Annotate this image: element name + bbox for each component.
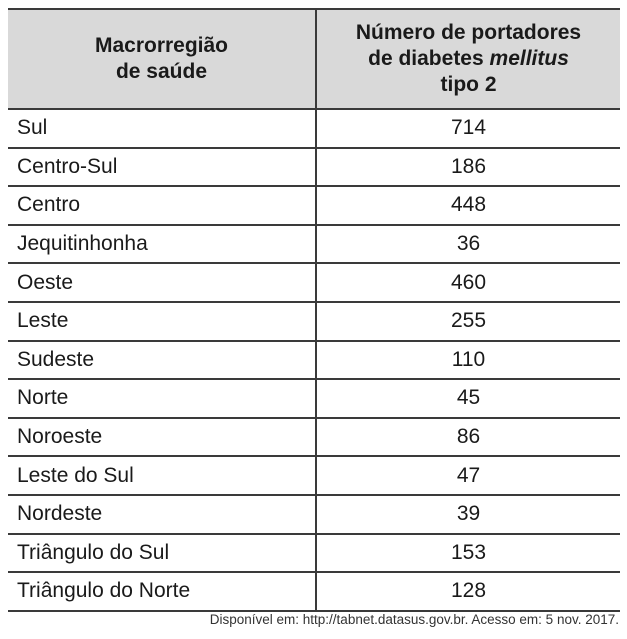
diabetes-table-container: Macrorregião de saúde Número de portador… [8, 8, 620, 612]
count-cell: 47 [316, 456, 620, 496]
table-row: Centro 448 [8, 186, 620, 226]
header-region: Macrorregião de saúde [8, 8, 317, 110]
table-row: Sul 714 [8, 109, 620, 149]
count-cell: 39 [316, 494, 620, 535]
header-region-line: Macrorregião [94, 34, 229, 57]
count-cell: 45 [316, 379, 620, 419]
table-row: Nordeste 39 [8, 494, 620, 535]
count-cell: 36 [316, 224, 620, 265]
count-cell: 448 [316, 186, 620, 226]
region-cell: Jequitinhonha [8, 224, 317, 265]
table-row: Norte 45 [8, 379, 620, 419]
count-cell: 255 [316, 301, 620, 342]
table-row: Triângulo do Sul 153 [8, 533, 620, 574]
table-row: Sudeste 110 [8, 340, 620, 381]
region-cell: Sul [8, 109, 317, 149]
count-cell: 86 [316, 417, 620, 458]
region-cell: Triângulo do Norte [8, 572, 317, 612]
region-cell: Leste [8, 301, 317, 342]
region-cell: Centro-Sul [8, 147, 317, 188]
region-cell: Noroeste [8, 417, 317, 458]
table-row: Centro-Sul 186 [8, 147, 620, 188]
table-row: Triângulo do Norte 128 [8, 572, 620, 612]
count-cell: 128 [316, 572, 620, 612]
table-header-row: Macrorregião de saúde Número de portador… [8, 8, 620, 110]
region-cell: Triângulo do Sul [8, 533, 317, 574]
region-cell: Norte [8, 379, 317, 419]
header-count-line: Número de portadores [355, 21, 582, 44]
count-cell: 186 [316, 147, 620, 188]
region-cell: Leste do Sul [8, 456, 317, 496]
table-row: Leste 255 [8, 301, 620, 342]
header-count-line: de diabetes mellitus [317, 46, 620, 72]
source-citation: Disponível em: http://tabnet.datasus.gov… [209, 612, 619, 627]
region-cell: Oeste [8, 263, 317, 303]
table-row: Leste do Sul 47 [8, 456, 620, 496]
header-region-line: de saúde [115, 60, 208, 83]
table-row: Oeste 460 [8, 263, 620, 303]
region-cell: Centro [8, 186, 317, 226]
header-count-italic: mellitus [489, 47, 569, 70]
header-count-line: tipo 2 [440, 73, 497, 96]
diabetes-table: Macrorregião de saúde Número de portador… [8, 8, 620, 612]
count-cell: 714 [316, 109, 620, 149]
region-cell: Nordeste [8, 494, 317, 535]
count-cell: 110 [316, 340, 620, 381]
header-count-prefix: de diabetes [368, 47, 490, 70]
count-cell: 460 [316, 263, 620, 303]
table-row: Jequitinhonha 36 [8, 224, 620, 265]
table-row: Noroeste 86 [8, 417, 620, 458]
header-count: Número de portadores de diabetes mellitu… [316, 8, 620, 110]
count-cell: 153 [316, 533, 620, 574]
region-cell: Sudeste [8, 340, 317, 381]
